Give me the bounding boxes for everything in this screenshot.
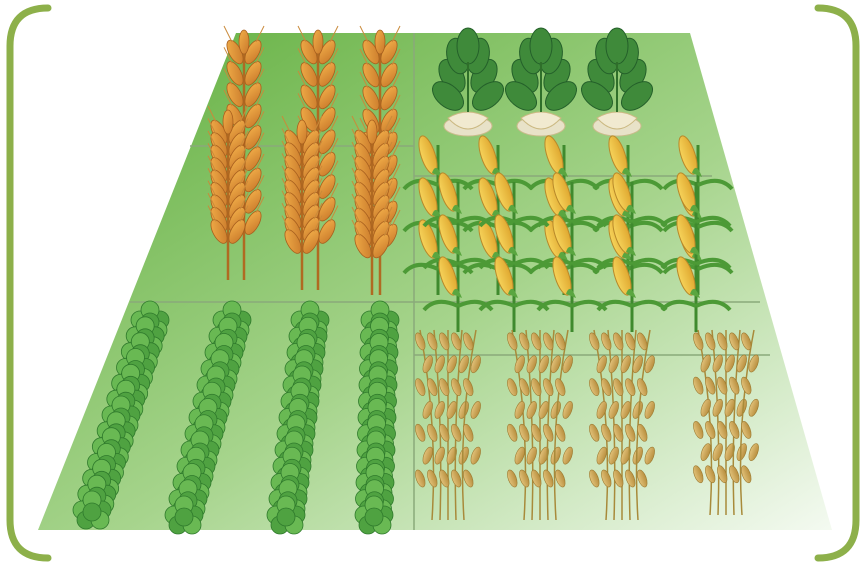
- corn-plot: [402, 135, 734, 332]
- rice-plot: [415, 329, 759, 521]
- corn-icon: [536, 172, 608, 332]
- rice-icon: [693, 329, 759, 516]
- wheat-icon: [207, 105, 249, 280]
- corn-icon: [596, 172, 668, 332]
- turnip-icon: [581, 27, 653, 137]
- rice-icon: [415, 329, 481, 521]
- corn-icon: [478, 172, 550, 332]
- soybean-plot: [72, 300, 400, 535]
- rice-icon: [589, 329, 655, 521]
- corn-icon: [660, 172, 732, 332]
- soybean-icon: [164, 495, 204, 535]
- soybean-icon: [72, 490, 112, 530]
- rice-icon: [507, 329, 573, 521]
- turnip-icon: [505, 27, 577, 137]
- soybean-icon: [354, 495, 394, 535]
- frame-brackets: [6, 4, 860, 562]
- turnip-plot: [432, 27, 653, 137]
- soybean-icon: [266, 495, 306, 535]
- wheat-icon: [351, 115, 393, 295]
- wheat-plot: [207, 25, 401, 295]
- wheat-icon: [281, 115, 323, 290]
- corn-icon: [422, 172, 494, 332]
- turnip-icon: [432, 27, 504, 137]
